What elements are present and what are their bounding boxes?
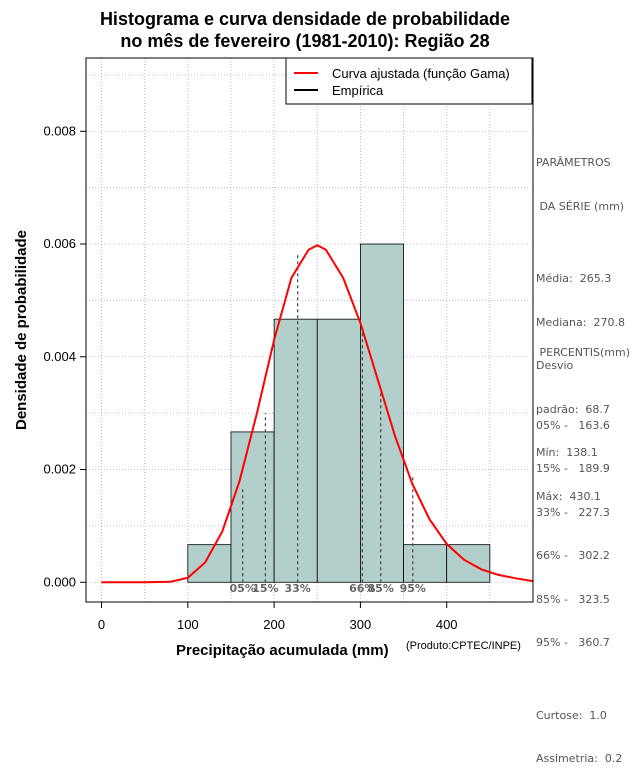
chart-title-line-2: no mês de fevereiro (1981-2010): Região … (120, 31, 490, 51)
percentile-label: 66% (349, 582, 375, 595)
legend-label-empirical: Empírica (332, 83, 384, 98)
histogram-bar (187, 544, 232, 583)
percentile-labels: 05%15% 33% 66%85% 95% (230, 582, 426, 595)
histogram-bar (230, 431, 275, 583)
percentile-stats: PERCENTIS(mm) 05% - 163.6 15% - 189.9 33… (536, 317, 630, 781)
stat-line: Mín: 138.1 (536, 446, 598, 459)
stat-line: PARÂMETROS (536, 156, 611, 169)
histogram-bar (403, 544, 448, 583)
x-axis: 0 100 200 300 400 (98, 601, 458, 632)
fitted-gamma-curve (101, 244, 533, 584)
percentile-lines (242, 255, 414, 583)
percentile-line: 33% - 227.3 (536, 505, 610, 519)
percentile-label: 05% (230, 582, 256, 595)
x-tick-label: 400 (436, 617, 458, 632)
percentile-line: PERCENTIS(mm) (536, 346, 630, 359)
y-tick-label: 0.002 (43, 462, 76, 477)
stat-line: Máx: 430.1 (536, 489, 601, 503)
product-credit: (Produto:CPTEC/INPE) (406, 640, 521, 652)
y-tick-label: 0.004 (43, 349, 76, 364)
histogram-bars (187, 243, 491, 583)
percentile-line: Assimetria: 0.2 (536, 752, 623, 765)
percentile-line: 85% - 323.5 (536, 592, 610, 606)
y-tick-label: 0.008 (43, 123, 76, 138)
y-axis-label: Densidade de probabilidade (13, 230, 30, 430)
percentile-label: 85% (368, 582, 394, 595)
histogram-bar (316, 318, 361, 583)
stat-line: DA SÉRIE (mm) (536, 199, 625, 213)
x-tick-label: 0 (98, 617, 105, 632)
percentile-line: 66% - 302.2 (536, 549, 610, 562)
histogram-chart: 05%15% 33% 66%85% 95% 0 100 200 300 400 0.0000.… (13, 57, 534, 632)
percentile-line: 05% - 163.6 (536, 418, 610, 432)
y-axis: 0.000 0.002 0.004 0.006 0.008 (43, 123, 87, 589)
y-tick-label: 0.006 (43, 236, 76, 251)
series-parameters: PARÂMETROS DA SÉRIE (mm) Média: 265.3 Me… (536, 127, 625, 519)
stat-line: Média: 265.3 (536, 272, 612, 285)
legend: Curva ajustada (função Gama) Empírica (285, 57, 533, 105)
legend-label-fitted: Curva ajustada (função Gama) (332, 66, 510, 81)
percentile-line: 15% - 189.9 (536, 462, 610, 475)
x-tick-label: 300 (350, 617, 372, 632)
legend-box (285, 57, 533, 105)
histogram-bar (273, 318, 318, 583)
chart-title-line-1: Histograma e curva densidade de probabil… (99, 9, 511, 29)
x-axis-label: Precipitação acumulada (mm) (176, 642, 389, 659)
percentile-line: Curtose: 1.0 (536, 708, 607, 722)
stat-line: Mediana: 270.8 (536, 315, 625, 329)
y-tick-label: 0.000 (43, 574, 76, 589)
stat-line: padrão: 68.7 (536, 402, 610, 416)
percentile-label: 95% (400, 582, 426, 595)
percentile-line: 95% - 360.7 (536, 636, 610, 649)
percentile-label: 33% (285, 582, 311, 595)
x-tick-label: 200 (263, 617, 285, 632)
stat-line: Desvio (536, 359, 574, 372)
x-tick-label: 100 (177, 617, 199, 632)
histogram-bar (360, 243, 404, 583)
percentile-label: 15% (252, 582, 278, 595)
